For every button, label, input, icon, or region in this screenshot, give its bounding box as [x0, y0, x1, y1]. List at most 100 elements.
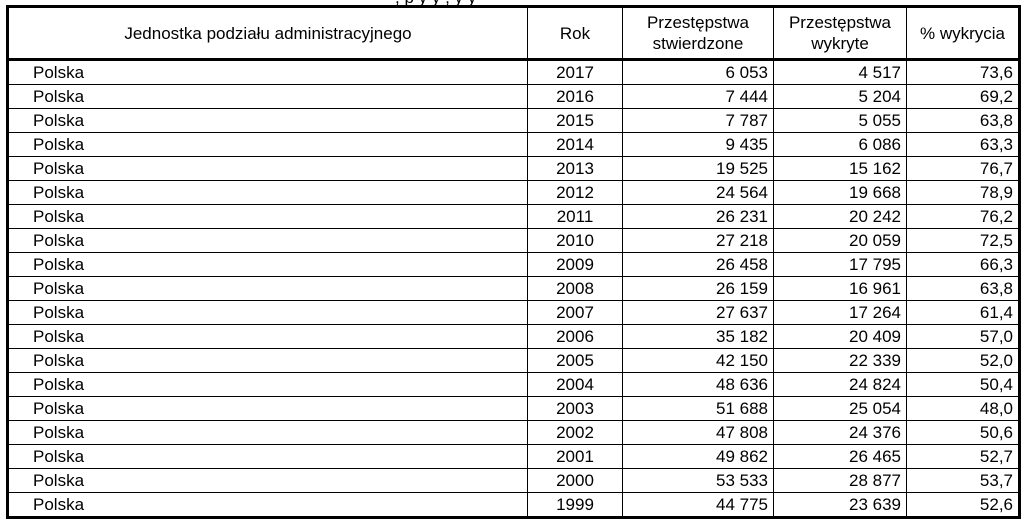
cropped-caption-remnant: , p y y , y y: [0, 0, 1024, 6]
cell-crimes-found: 19 525: [622, 156, 774, 181]
cell-unit: Polska: [6, 108, 528, 133]
table-row: Polska 2006 35 182 20 409 57,0: [6, 324, 1021, 349]
table-row: Polska 2011 26 231 20 242 76,2: [6, 204, 1021, 229]
table-body: Polska 2017 6 053 4 517 73,6 Polska 2016 7 444 5…: [6, 59, 1021, 519]
table-row: Polska 2008 26 159 16 961 63,8: [6, 276, 1021, 301]
header-row: Jednostka podziału administracyjnego Rok…: [6, 5, 1021, 61]
cell-detection-rate: 50,4: [906, 372, 1021, 397]
cell-crimes-detected: 20 242: [773, 204, 907, 229]
cell-crimes-detected: 28 877: [773, 468, 907, 493]
cell-unit: Polska: [6, 252, 528, 277]
cell-year: 2005: [527, 348, 623, 373]
table-row: Polska 2012 24 564 19 668 78,9: [6, 180, 1021, 205]
cell-crimes-detected: 17 264: [773, 300, 907, 325]
cell-detection-rate: 76,7: [906, 156, 1021, 181]
cell-crimes-found: 49 862: [622, 444, 774, 469]
table-row: Polska 2000 53 533 28 877 53,7: [6, 468, 1021, 493]
cell-crimes-found: 26 231: [622, 204, 774, 229]
cell-year: 2013: [527, 156, 623, 181]
table-row: Polska 2005 42 150 22 339 52,0: [6, 348, 1021, 373]
cell-year: 2001: [527, 444, 623, 469]
cell-crimes-detected: 25 054: [773, 396, 907, 421]
table-row: Polska 2016 7 444 5 204 69,2: [6, 84, 1021, 109]
cell-crimes-detected: 20 409: [773, 324, 907, 349]
cell-crimes-found: 47 808: [622, 420, 774, 445]
cell-detection-rate: 76,2: [906, 204, 1021, 229]
table-row: Polska 2009 26 458 17 795 66,3: [6, 252, 1021, 277]
cell-detection-rate: 66,3: [906, 252, 1021, 277]
cell-crimes-detected: 26 465: [773, 444, 907, 469]
table-row: Polska 2017 6 053 4 517 73,6: [6, 59, 1021, 85]
cell-year: 2009: [527, 252, 623, 277]
cell-unit: Polska: [6, 204, 528, 229]
header-crimes-detected: Przestępstwa wykryte: [773, 5, 907, 61]
cell-unit: Polska: [6, 156, 528, 181]
cell-unit: Polska: [6, 420, 528, 445]
header-detection-rate: % wykrycia: [906, 5, 1021, 61]
cell-crimes-found: 26 458: [622, 252, 774, 277]
cell-year: 2002: [527, 420, 623, 445]
table-header: Jednostka podziału administracyjnego Rok…: [6, 5, 1021, 61]
cell-crimes-detected: 6 086: [773, 132, 907, 157]
cell-year: 1999: [527, 492, 623, 519]
cell-crimes-detected: 24 824: [773, 372, 907, 397]
header-unit: Jednostka podziału administracyjnego: [6, 5, 528, 61]
cell-crimes-found: 7 444: [622, 84, 774, 109]
cell-unit: Polska: [6, 228, 528, 253]
cell-detection-rate: 52,0: [906, 348, 1021, 373]
cell-crimes-detected: 17 795: [773, 252, 907, 277]
cell-year: 2003: [527, 396, 623, 421]
cell-year: 2007: [527, 300, 623, 325]
cell-crimes-found: 44 775: [622, 492, 774, 519]
cell-unit: Polska: [6, 59, 528, 85]
cell-detection-rate: 63,8: [906, 276, 1021, 301]
cell-year: 2006: [527, 324, 623, 349]
cell-crimes-found: 53 533: [622, 468, 774, 493]
cell-unit: Polska: [6, 348, 528, 373]
cell-year: 2011: [527, 204, 623, 229]
table-row: Polska 2002 47 808 24 376 50,6: [6, 420, 1021, 445]
cell-detection-rate: 48,0: [906, 396, 1021, 421]
cell-crimes-detected: 5 055: [773, 108, 907, 133]
cell-crimes-found: 42 150: [622, 348, 774, 373]
table-row: Polska 2003 51 688 25 054 48,0: [6, 396, 1021, 421]
table-row: Polska 2014 9 435 6 086 63,3: [6, 132, 1021, 157]
cell-crimes-detected: 22 339: [773, 348, 907, 373]
cell-unit: Polska: [6, 468, 528, 493]
cell-unit: Polska: [6, 132, 528, 157]
cell-crimes-found: 51 688: [622, 396, 774, 421]
cell-detection-rate: 53,7: [906, 468, 1021, 493]
cell-crimes-detected: 24 376: [773, 420, 907, 445]
cell-year: 2008: [527, 276, 623, 301]
cell-crimes-detected: 15 162: [773, 156, 907, 181]
table-row: Polska 2004 48 636 24 824 50,4: [6, 372, 1021, 397]
cell-unit: Polska: [6, 444, 528, 469]
cell-detection-rate: 69,2: [906, 84, 1021, 109]
cropped-caption-glyphs: , p y y , y y: [395, 0, 476, 6]
cell-detection-rate: 63,3: [906, 132, 1021, 157]
cell-detection-rate: 72,5: [906, 228, 1021, 253]
cell-unit: Polska: [6, 324, 528, 349]
cell-crimes-detected: 23 639: [773, 492, 907, 519]
cell-unit: Polska: [6, 372, 528, 397]
cell-detection-rate: 50,6: [906, 420, 1021, 445]
cell-crimes-detected: 5 204: [773, 84, 907, 109]
cell-year: 2015: [527, 108, 623, 133]
cell-unit: Polska: [6, 276, 528, 301]
cell-detection-rate: 63,8: [906, 108, 1021, 133]
cell-crimes-found: 27 637: [622, 300, 774, 325]
table-row: Polska 2015 7 787 5 055 63,8: [6, 108, 1021, 133]
cell-crimes-found: 48 636: [622, 372, 774, 397]
table-row: Polska 1999 44 775 23 639 52,6: [6, 492, 1021, 519]
cell-crimes-found: 27 218: [622, 228, 774, 253]
cell-detection-rate: 73,6: [906, 59, 1021, 85]
cell-detection-rate: 52,7: [906, 444, 1021, 469]
header-year: Rok: [527, 5, 623, 61]
cell-detection-rate: 78,9: [906, 180, 1021, 205]
header-crimes-found: Przestępstwa stwierdzone: [622, 5, 774, 61]
cell-unit: Polska: [6, 492, 528, 519]
table-row: Polska 2010 27 218 20 059 72,5: [6, 228, 1021, 253]
cell-crimes-found: 7 787: [622, 108, 774, 133]
cell-unit: Polska: [6, 180, 528, 205]
cell-year: 2017: [527, 59, 623, 85]
